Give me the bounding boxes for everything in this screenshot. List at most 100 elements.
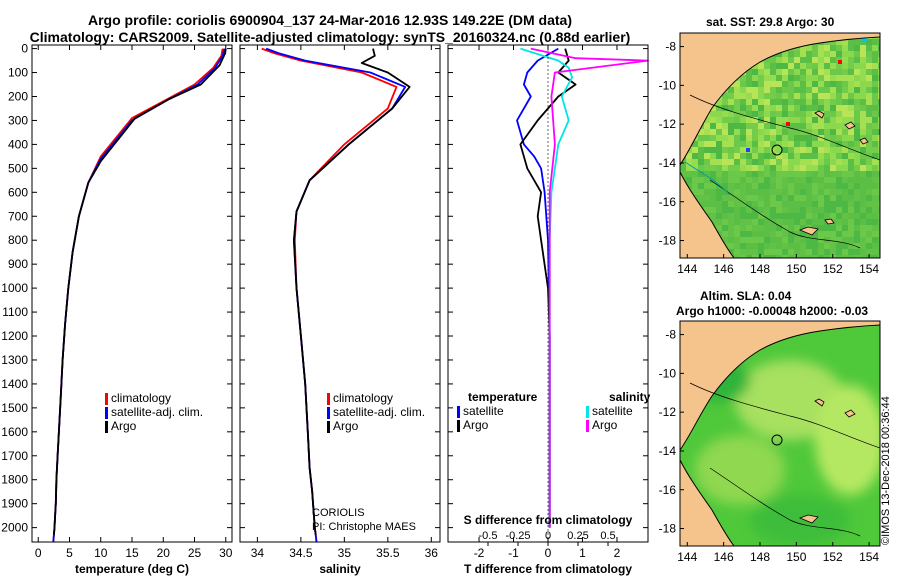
sst-cell (728, 129, 734, 135)
sst-cell (854, 39, 860, 45)
sst-cell (812, 255, 818, 258)
sst-cell (872, 189, 878, 195)
sst-cell (854, 135, 860, 141)
sst-cell (770, 243, 776, 249)
sst-cell (866, 189, 872, 195)
sst-cell (788, 219, 794, 225)
legend-entry: satellite-adj. clim. (333, 405, 425, 419)
sst-cell (824, 81, 830, 87)
sst-cell (746, 183, 752, 189)
sst-cell (746, 69, 752, 75)
sst-cell (836, 171, 842, 177)
sst-cell (848, 231, 854, 237)
sst-cell (788, 207, 794, 213)
sst-cell (800, 153, 806, 159)
sst-cell (746, 81, 752, 87)
sst-cell (818, 231, 824, 237)
sst-cell (818, 129, 824, 135)
sst-cell (728, 147, 734, 153)
sst-cell (752, 159, 758, 165)
s-difference-axis: S difference from climatology -0.5 -0.25 0 0… (464, 513, 633, 546)
sst-cell (752, 123, 758, 129)
sst-cell (788, 171, 794, 177)
difference-tick-label: -2 (474, 546, 485, 560)
sst-cell (776, 183, 782, 189)
sst-cell (716, 111, 722, 117)
sst-cell (704, 123, 710, 129)
sst-cell (866, 249, 872, 255)
sst-cell (860, 255, 866, 258)
sst-cell (860, 219, 866, 225)
sst-cell (764, 201, 770, 207)
sst-cell (818, 153, 824, 159)
sst-cell (860, 81, 866, 87)
sst-cell (710, 195, 716, 201)
sst-cell (872, 123, 878, 129)
sst-cell (782, 69, 788, 75)
sst-cell (800, 57, 806, 63)
sst-cell (770, 195, 776, 201)
sst-cell (878, 177, 880, 183)
sst-cell (806, 51, 812, 57)
sst-cell (716, 129, 722, 135)
sst-cell (848, 75, 854, 81)
sst-cell (686, 183, 692, 189)
sst-cell (764, 243, 770, 249)
sst-cell (848, 255, 854, 258)
sst-cell (758, 213, 764, 219)
sst-cell (866, 63, 872, 69)
sst-cell (746, 219, 752, 225)
sst-cell (878, 81, 880, 87)
sst-cell (878, 219, 880, 225)
sst-cell (728, 249, 734, 255)
sst-cell (800, 105, 806, 111)
sst-cell (734, 243, 740, 249)
sst-cell (854, 75, 860, 81)
sst-cell (776, 249, 782, 255)
sst-cell (806, 129, 812, 135)
sst-cell (800, 75, 806, 81)
sst-cell (842, 81, 848, 87)
sst-cell (740, 177, 746, 183)
sst-cell (854, 141, 860, 147)
sst-cell (728, 231, 734, 237)
sst-cell (824, 183, 830, 189)
sst-cell (836, 219, 842, 225)
legend-entry-swatch (457, 406, 460, 418)
sst-map-title: sat. SST: 29.8 Argo: 30 (706, 15, 835, 29)
sst-cell (764, 249, 770, 255)
sst-cell (746, 129, 752, 135)
sst-cell (854, 63, 860, 69)
sst-cell (770, 141, 776, 147)
sst-cell (782, 219, 788, 225)
sst-cell (740, 117, 746, 123)
sst-cold-pixel (862, 37, 867, 42)
sst-cell (680, 171, 686, 177)
sst-cell (782, 201, 788, 207)
sst-cell (818, 201, 824, 207)
sst-cell (734, 165, 740, 171)
sst-cell (764, 129, 770, 135)
sst-cell (830, 153, 836, 159)
islands (798, 110, 869, 236)
sst-cell (848, 195, 854, 201)
sst-cell (782, 243, 788, 249)
sst-cell (878, 39, 880, 45)
sst-cell (770, 93, 776, 99)
sst-cell (710, 105, 716, 111)
sst-cell (776, 201, 782, 207)
sst-cell (812, 87, 818, 93)
sst-cell (830, 243, 836, 249)
sst-cell (776, 207, 782, 213)
sst-cell (842, 207, 848, 213)
sst-cell (740, 225, 746, 231)
sst-cell (830, 105, 836, 111)
sst-cell (878, 231, 880, 237)
sst-cell (878, 135, 880, 141)
sst-cell (836, 243, 842, 249)
sst-cell (824, 177, 830, 183)
sst-cell (878, 165, 880, 171)
sst-cell (758, 177, 764, 183)
sst-cell (824, 111, 830, 117)
sst-cell (836, 207, 842, 213)
